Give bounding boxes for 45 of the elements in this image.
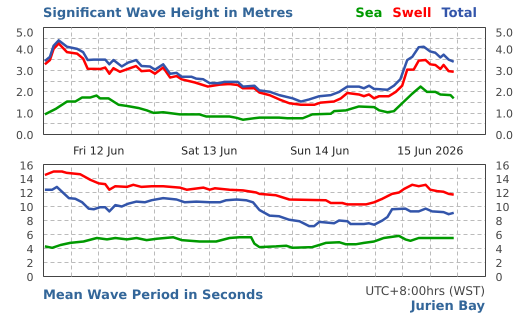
legend-item: Swell [392, 6, 432, 21]
y-tick-label: 16 [20, 160, 34, 172]
y2-tick-label: 10 [496, 201, 510, 214]
y2-tick-label: 6 [496, 229, 502, 242]
y-tick-label: 0 [26, 271, 34, 284]
y2-tick-label: 2 [496, 257, 502, 270]
y-tick-label: 1.0 [16, 108, 34, 121]
y-tick-label: 5.0 [16, 26, 34, 40]
y-tick-label: 4 [26, 243, 34, 256]
line-series [44, 186, 455, 228]
y2-tick-label: 3.0 [496, 64, 513, 78]
y2-tick-label: 0.0 [496, 129, 513, 142]
legend-item: Total [441, 6, 477, 21]
y2-tick-label: 1.0 [496, 108, 513, 121]
y-tick-label: 2 [26, 257, 34, 270]
y-tick-label: 4.0 [16, 43, 34, 56]
line-series [44, 234, 455, 250]
y-tick-label: 3.0 [16, 64, 34, 78]
y2-tick-label: 8 [496, 215, 502, 228]
line-series [44, 85, 455, 121]
y-tick-label: 2.0 [16, 86, 34, 100]
y2-tick-label: 4.0 [496, 43, 513, 56]
x-tick-label: 15 Jun 2026 [397, 144, 464, 158]
x-tick-label: Fri 12 Jun [73, 144, 124, 158]
y2-tick-label: 4 [496, 243, 502, 256]
text: Jurien Bay [409, 299, 485, 314]
y2-tick-label: 12 [496, 187, 510, 200]
y-tick-label: 14 [20, 173, 34, 186]
legend-item: Sea [355, 6, 382, 21]
y-tick-label: 10 [20, 201, 34, 214]
line-series [44, 170, 455, 206]
y2-tick-label: 14 [496, 173, 510, 186]
y2-tick-label: 2.0 [496, 86, 513, 100]
chart-title: Significant Wave Height in Metres [43, 6, 294, 21]
y2-tick-label: 0 [496, 271, 502, 284]
y-tick-label: 6 [26, 229, 34, 242]
y-tick-label: 12 [20, 187, 34, 200]
x-tick-label: Sat 13 Jun [181, 144, 238, 158]
y-tick-label: 8 [26, 215, 34, 228]
y-tick-label: 0.0 [16, 129, 34, 142]
y2-tick-label: 16 [496, 160, 510, 172]
y2-tick-label: 5.0 [496, 26, 513, 40]
text: UTC+8:00hrs (WST) [365, 284, 485, 299]
text: Mean Wave Period in Seconds [43, 288, 264, 305]
x-tick-label: Sun 14 Jun [290, 144, 350, 158]
